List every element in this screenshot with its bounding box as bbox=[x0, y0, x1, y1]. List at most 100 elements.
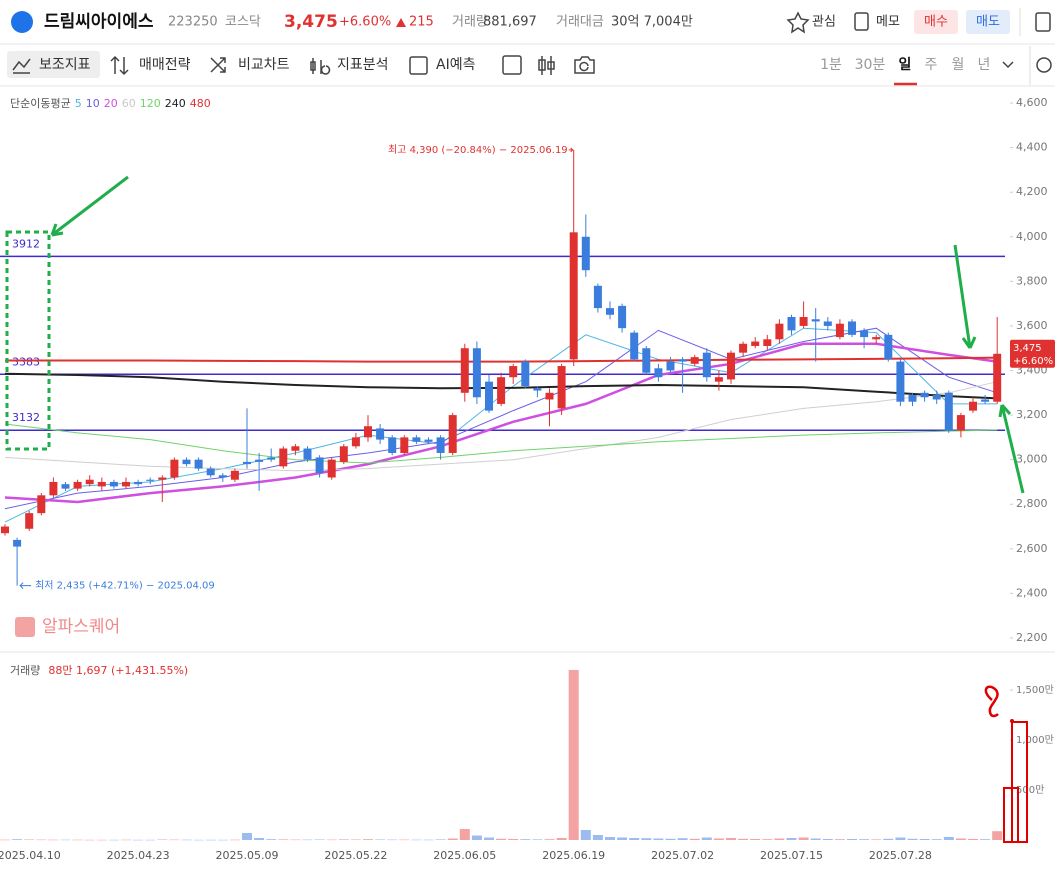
tool-button[interactable]: 비교차트 bbox=[238, 57, 290, 73]
candle-body bbox=[896, 361, 905, 402]
candle-body bbox=[351, 437, 360, 447]
tool-icon[interactable] bbox=[110, 55, 129, 76]
volume-bar bbox=[508, 839, 519, 840]
candle-body bbox=[884, 334, 893, 360]
candle-body bbox=[13, 539, 22, 547]
annotation-arrow bbox=[19, 582, 32, 589]
change: 215 bbox=[409, 15, 434, 30]
candle-body bbox=[835, 323, 844, 338]
candle-body bbox=[557, 366, 566, 409]
volume-bar bbox=[24, 839, 35, 840]
candle-body bbox=[158, 477, 167, 480]
candle-body bbox=[569, 232, 578, 360]
candle-body bbox=[606, 308, 614, 315]
candle-body bbox=[581, 236, 590, 271]
buy-button[interactable] bbox=[914, 10, 958, 34]
volume-bar bbox=[992, 831, 1003, 840]
timeframe[interactable]: 1분 bbox=[820, 57, 842, 73]
volume-bar bbox=[72, 839, 83, 841]
tool-icon[interactable] bbox=[12, 58, 31, 74]
candle-body bbox=[412, 437, 421, 442]
high-annotation: 최고 4,390 (−20.84%) − 2025.06.19 bbox=[388, 144, 568, 156]
candle-body bbox=[920, 392, 929, 398]
tool-button[interactable]: 지표분석 bbox=[337, 57, 389, 73]
volume-bar bbox=[955, 838, 966, 840]
volume-bar bbox=[217, 839, 228, 841]
volume-bar bbox=[798, 837, 809, 840]
settings-icon[interactable] bbox=[1036, 57, 1052, 73]
timeframe[interactable]: 주 bbox=[925, 57, 938, 73]
red-scribble bbox=[984, 685, 999, 718]
candle-body bbox=[291, 446, 300, 451]
timeframe-active[interactable]: 일 bbox=[899, 57, 912, 73]
candle-body bbox=[279, 448, 288, 467]
candle-body bbox=[969, 401, 977, 411]
square-icon[interactable] bbox=[502, 55, 522, 75]
watch-button[interactable]: 관심 bbox=[812, 15, 836, 30]
y-tick-label: 3,000 bbox=[1016, 453, 1048, 466]
y-tick-label: 1,000만 bbox=[1016, 734, 1054, 746]
candle-body bbox=[908, 395, 917, 402]
camera-icon[interactable] bbox=[574, 56, 595, 74]
candle-body bbox=[593, 285, 602, 309]
candle-body bbox=[436, 437, 445, 453]
volume-bar bbox=[121, 839, 131, 841]
candle-body bbox=[848, 321, 856, 335]
timeframe[interactable]: 년 bbox=[978, 57, 991, 73]
amount: 30억 7,004만 bbox=[611, 15, 693, 30]
legend-entry: 240 bbox=[165, 97, 186, 110]
volume-bar bbox=[447, 838, 458, 840]
tool-icon[interactable] bbox=[210, 57, 226, 73]
volume-bar bbox=[713, 838, 724, 840]
candle-body bbox=[49, 481, 58, 496]
volume-bar bbox=[859, 839, 870, 840]
volume-bar bbox=[653, 838, 664, 840]
volume-bar bbox=[169, 839, 180, 841]
volume-bar bbox=[278, 839, 289, 840]
candle-icon[interactable] bbox=[538, 56, 555, 75]
tool-button[interactable]: 매매전략 bbox=[139, 57, 191, 73]
tool-icon[interactable] bbox=[409, 56, 428, 75]
candle-body bbox=[1, 526, 9, 534]
candle-body bbox=[85, 479, 94, 485]
tool-icon[interactable] bbox=[310, 58, 331, 75]
legend-entry: 480 bbox=[190, 97, 211, 110]
candle-body bbox=[678, 359, 687, 362]
candle-body bbox=[243, 461, 251, 465]
buy-label[interactable]: 매수 bbox=[924, 15, 948, 30]
x-tick-label: 2025.05.22 bbox=[324, 849, 387, 862]
tool-button[interactable]: AI예측 bbox=[436, 57, 476, 73]
candle-body bbox=[775, 323, 784, 340]
star-icon[interactable] bbox=[786, 11, 810, 34]
sell-label[interactable]: 매도 bbox=[976, 15, 1000, 30]
candle-body bbox=[727, 352, 735, 380]
candle-body bbox=[303, 448, 312, 460]
volume-bar bbox=[738, 838, 749, 840]
candle-body bbox=[618, 305, 627, 329]
timeframe[interactable]: 30분 bbox=[855, 57, 886, 73]
volume-title-text: 거래량 bbox=[10, 664, 40, 677]
volume-bar bbox=[133, 839, 144, 841]
watermark-icon bbox=[15, 617, 35, 637]
x-tick-label: 2025.05.09 bbox=[216, 849, 279, 862]
volume-bar bbox=[60, 839, 71, 841]
candle-body bbox=[472, 348, 481, 398]
y-tick-label: 500만 bbox=[1016, 784, 1044, 796]
sell-button[interactable] bbox=[966, 10, 1010, 34]
volume-bar bbox=[0, 839, 10, 841]
panel-icon[interactable] bbox=[1035, 12, 1051, 32]
volume-bar bbox=[883, 838, 894, 840]
candle-body bbox=[763, 339, 772, 346]
memo-button[interactable]: 메모 bbox=[876, 15, 900, 30]
volume-bar bbox=[544, 839, 555, 840]
level-label: 3132 bbox=[12, 411, 40, 424]
tool-button[interactable]: 보조지표 bbox=[39, 57, 91, 73]
chevron[interactable] bbox=[1002, 61, 1014, 69]
x-tick-label: 2025.06.19 bbox=[542, 849, 605, 862]
volume-title: 거래량 88만 1,697 (+1,431.55%) bbox=[10, 664, 188, 677]
memo-icon[interactable] bbox=[854, 12, 869, 31]
candle-body bbox=[751, 341, 760, 346]
volume-bar bbox=[907, 838, 918, 840]
candle-body bbox=[654, 368, 663, 378]
timeframe[interactable]: 월 bbox=[952, 57, 965, 73]
